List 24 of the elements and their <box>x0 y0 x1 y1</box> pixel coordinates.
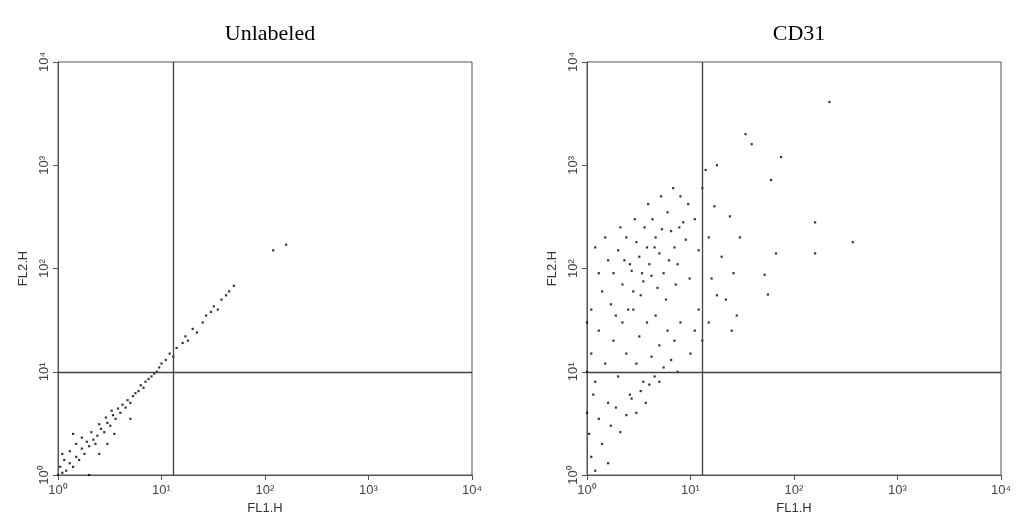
x-axis-title: FL1.H <box>247 499 283 515</box>
x-tick-label: 10⁴ <box>461 482 483 497</box>
chart-title: Unlabeled <box>224 19 316 45</box>
y-tick-label: 10¹ <box>565 361 580 382</box>
x-tick-label: 10² <box>255 482 276 497</box>
y-tick-label: 10⁴ <box>565 51 580 73</box>
y-tick-label: 10² <box>36 258 51 278</box>
y-tick-label: 10² <box>565 258 580 278</box>
y-axis-title: FL2.H <box>544 250 560 287</box>
y-tick-label: 10⁴ <box>36 51 51 73</box>
x-tick-label: 10² <box>784 482 805 497</box>
x-tick-label: 10⁰ <box>48 482 68 497</box>
x-tick-label: 10⁰ <box>577 482 597 497</box>
x-tick-label: 10¹ <box>152 482 172 497</box>
x-tick-label: 10¹ <box>681 482 701 497</box>
y-tick-label: 10¹ <box>36 361 51 382</box>
x-tick-label: 10³ <box>359 482 379 497</box>
x-axis-title: FL1.H <box>776 499 812 515</box>
y-tick-label: 10³ <box>36 155 51 175</box>
chart-title: CD31 <box>772 19 826 45</box>
x-tick-label: 10³ <box>888 482 908 497</box>
x-tick-label: 10⁴ <box>990 482 1012 497</box>
y-axis-title: FL2.H <box>15 250 31 287</box>
y-tick-label: 10³ <box>565 155 580 175</box>
